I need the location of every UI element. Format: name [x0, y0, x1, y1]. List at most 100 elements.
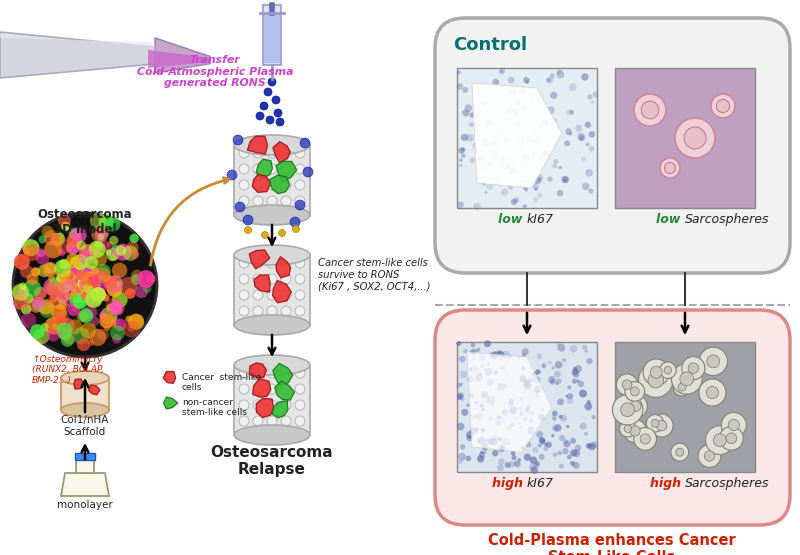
Circle shape	[233, 135, 243, 145]
Circle shape	[522, 349, 529, 355]
Circle shape	[34, 287, 46, 300]
Circle shape	[497, 465, 504, 471]
Circle shape	[126, 241, 138, 254]
Circle shape	[461, 147, 466, 152]
Circle shape	[130, 234, 139, 243]
Circle shape	[295, 274, 305, 284]
Circle shape	[520, 375, 526, 382]
Circle shape	[276, 118, 284, 126]
Polygon shape	[234, 255, 310, 325]
Circle shape	[253, 306, 263, 316]
Circle shape	[130, 250, 139, 259]
Circle shape	[650, 366, 662, 378]
Text: high: high	[650, 477, 685, 490]
Circle shape	[50, 277, 59, 287]
Circle shape	[719, 426, 743, 450]
Circle shape	[558, 451, 562, 456]
Circle shape	[550, 73, 555, 79]
Text: non-cancer
stem-like cells: non-cancer stem-like cells	[182, 398, 247, 417]
Circle shape	[278, 230, 286, 236]
Circle shape	[281, 258, 291, 268]
Circle shape	[498, 69, 503, 75]
Circle shape	[582, 73, 589, 80]
Circle shape	[547, 144, 551, 148]
Circle shape	[482, 450, 487, 455]
Circle shape	[494, 371, 498, 374]
Circle shape	[478, 155, 482, 161]
Circle shape	[465, 104, 472, 112]
Circle shape	[95, 268, 110, 282]
Circle shape	[508, 185, 513, 190]
Circle shape	[73, 254, 88, 270]
Circle shape	[589, 146, 594, 152]
Circle shape	[460, 444, 466, 450]
Text: ↑Osteomimicry
(RUNX2, BGLAP,
BMP-2...): ↑Osteomimicry (RUNX2, BGLAP, BMP-2...)	[32, 355, 104, 385]
Text: Osteosarcoma
3D model: Osteosarcoma 3D model	[38, 208, 132, 236]
Circle shape	[506, 107, 513, 113]
Circle shape	[111, 245, 119, 253]
Polygon shape	[247, 136, 267, 154]
Circle shape	[682, 357, 705, 380]
Circle shape	[726, 433, 737, 443]
Circle shape	[536, 431, 543, 438]
Circle shape	[71, 304, 79, 312]
Ellipse shape	[234, 205, 310, 225]
Circle shape	[717, 99, 730, 113]
Circle shape	[589, 131, 595, 138]
Circle shape	[71, 227, 86, 243]
Circle shape	[548, 376, 556, 384]
Circle shape	[471, 349, 478, 355]
Circle shape	[53, 297, 66, 310]
Circle shape	[85, 275, 96, 287]
Circle shape	[84, 306, 97, 319]
Polygon shape	[276, 162, 297, 181]
Circle shape	[552, 411, 558, 416]
Circle shape	[573, 381, 575, 384]
Circle shape	[459, 356, 466, 362]
Circle shape	[591, 415, 596, 420]
Circle shape	[512, 108, 520, 115]
Circle shape	[532, 97, 535, 99]
Polygon shape	[457, 68, 597, 208]
Ellipse shape	[61, 403, 109, 417]
Circle shape	[485, 396, 492, 403]
Circle shape	[621, 403, 634, 417]
Circle shape	[67, 319, 82, 334]
Circle shape	[101, 292, 107, 299]
Circle shape	[458, 453, 466, 461]
Circle shape	[591, 100, 594, 104]
Circle shape	[28, 296, 44, 313]
Circle shape	[85, 271, 94, 281]
Circle shape	[486, 183, 494, 190]
Circle shape	[688, 363, 698, 374]
Circle shape	[496, 415, 500, 419]
Circle shape	[521, 366, 526, 371]
Polygon shape	[0, 33, 155, 48]
Circle shape	[492, 450, 498, 456]
Circle shape	[585, 122, 591, 128]
Circle shape	[85, 275, 95, 286]
Circle shape	[44, 230, 60, 246]
Circle shape	[704, 451, 714, 461]
Circle shape	[517, 356, 521, 359]
Circle shape	[76, 287, 82, 294]
Circle shape	[90, 282, 96, 289]
Circle shape	[98, 226, 110, 237]
Circle shape	[650, 414, 673, 437]
Circle shape	[538, 454, 545, 460]
Circle shape	[70, 282, 82, 294]
Circle shape	[671, 443, 689, 461]
Circle shape	[535, 390, 539, 393]
Circle shape	[563, 441, 570, 447]
Circle shape	[56, 315, 66, 326]
Circle shape	[58, 301, 67, 310]
Circle shape	[122, 245, 138, 261]
Circle shape	[573, 371, 579, 377]
Circle shape	[106, 275, 123, 292]
Circle shape	[577, 133, 585, 140]
Circle shape	[117, 280, 122, 286]
Circle shape	[94, 271, 106, 282]
Circle shape	[573, 367, 577, 371]
Circle shape	[106, 248, 119, 261]
Circle shape	[567, 385, 571, 389]
